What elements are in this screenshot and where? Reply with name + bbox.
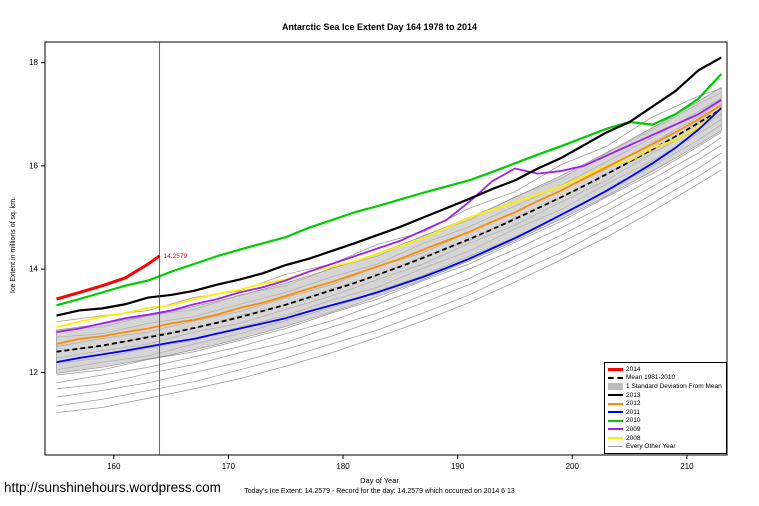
legend-item-2009: 2009: [608, 425, 725, 434]
legend-line-swatch: [608, 367, 623, 371]
series-every-other-year-11: [56, 152, 722, 398]
legend-item-2010: 2010: [608, 417, 725, 426]
sea-ice-line-chart: 14.2579 160 170 180 190 200 210 12 14 16 18: [29, 41, 728, 471]
series-mean: [56, 108, 722, 353]
x-tick-label: 200: [566, 462, 580, 471]
legend-item-2014: 2014: [608, 365, 725, 374]
chart-title: Antarctic Sea Ice Extent Day 164 1978 to…: [281, 22, 478, 32]
legend-item-2013: 2013: [608, 391, 725, 400]
legend-label: 2013: [626, 391, 641, 399]
legend-label: 2011: [626, 408, 640, 416]
y-tick-label: 14: [29, 265, 38, 274]
legend-label: Mean 1981-2010: [626, 374, 676, 382]
legend-label: 2009: [626, 425, 641, 433]
std-deviation-band: [56, 86, 722, 374]
series-2010: [56, 73, 723, 307]
y-tick-label: 16: [29, 161, 38, 170]
legend-line-swatch: [608, 428, 623, 431]
series-2011: [56, 107, 722, 363]
legend-label: 1 Standard Deviation From Mean: [626, 382, 722, 390]
legend-item-1-standard-deviation-from-mean: 1 Standard Deviation From Mean: [608, 382, 725, 391]
legend-line-swatch: [608, 376, 623, 379]
y-tick-label: 12: [29, 368, 38, 377]
x-tick-label: 180: [336, 462, 350, 471]
legend-line-swatch: [608, 446, 623, 448]
legend-line-swatch: [608, 419, 623, 422]
legend-line-swatch: [608, 394, 623, 397]
series-2014: [56, 254, 161, 301]
legend-label: 2014: [626, 365, 641, 373]
legend-band-swatch: [608, 382, 623, 390]
legend-item-2011: 2011: [608, 408, 725, 417]
series-every-other-year-8: [56, 132, 722, 376]
series-every-other-year-3: [56, 101, 722, 347]
legend-label: 2008: [626, 434, 641, 442]
legend-item-2008: 2008: [608, 434, 725, 443]
series-2013: [56, 56, 722, 317]
x-axis-label: Day of Year: [360, 476, 399, 485]
chart-legend: 2014 Mean 1981-2010 1 Standard Deviation F…: [604, 362, 727, 454]
series-2009: [56, 99, 722, 334]
legend-line-swatch: [608, 402, 623, 405]
series-every-other-year-2: [56, 97, 722, 338]
x-tick-label: 190: [451, 462, 465, 471]
legend-line-swatch: [608, 411, 623, 414]
series-every-other-year-13: [56, 169, 722, 414]
legend-item-mean-1981-2010: Mean 1981-2010: [608, 374, 725, 383]
series-every-other-year-9: [56, 137, 722, 384]
x-tick-label: 170: [222, 462, 236, 471]
x-tick-label: 160: [107, 462, 121, 471]
chart-caption: Today's Ice Extent: 14.2579 - Record for…: [244, 488, 515, 495]
legend-label: 2012: [626, 400, 641, 408]
legend-line-swatch: [608, 437, 623, 440]
y-tick-label: 18: [29, 58, 38, 67]
series-every-other-year-12: [56, 161, 722, 407]
legend-item-2012: 2012: [608, 399, 725, 408]
x-tick-label: 210: [680, 462, 694, 471]
legend-label: 2010: [626, 417, 641, 425]
plot-border: [44, 41, 728, 456]
legend-label: Every Other Year: [626, 443, 676, 451]
series-every-other-year-10: [56, 144, 722, 390]
series-every-other-year-0: [56, 88, 722, 323]
current-extent-annotation: 14.2579: [164, 253, 188, 260]
legend-item-every-other-year: Every Other Year: [608, 442, 725, 451]
series-2012: [56, 104, 722, 345]
website-url-link[interactable]: http://sunshinehours.wordpress.com: [4, 480, 221, 495]
